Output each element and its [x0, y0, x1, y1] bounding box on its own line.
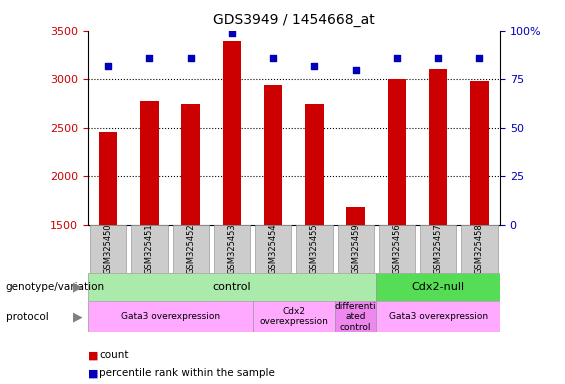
Text: GSM325452: GSM325452 [186, 223, 195, 274]
Text: protocol: protocol [6, 312, 49, 322]
Bar [388, 79, 406, 225]
Bar [379, 225, 415, 273]
Text: GSM325456: GSM325456 [393, 223, 401, 274]
Point [392, 55, 401, 61]
Bar [253, 301, 335, 332]
Bar [376, 273, 500, 301]
Text: GSM325450: GSM325450 [104, 223, 112, 274]
Point [104, 63, 113, 69]
Bar [90, 225, 127, 273]
Title: GDS3949 / 1454668_at: GDS3949 / 1454668_at [213, 13, 375, 27]
Point [269, 55, 278, 61]
Text: GSM325455: GSM325455 [310, 223, 319, 274]
Text: Gata3 overexpression: Gata3 overexpression [389, 312, 488, 321]
Text: count: count [99, 350, 128, 360]
Bar [140, 101, 159, 225]
Point [145, 55, 154, 61]
Bar [88, 301, 253, 332]
Point [310, 63, 319, 69]
Bar [429, 68, 447, 225]
Text: GSM325454: GSM325454 [269, 223, 277, 274]
Bar [296, 225, 333, 273]
Text: GSM325458: GSM325458 [475, 223, 484, 274]
Bar [305, 104, 324, 225]
Bar [335, 301, 376, 332]
Text: ■: ■ [88, 350, 98, 360]
Text: ■: ■ [88, 368, 98, 378]
Point [475, 55, 484, 61]
Bar [181, 104, 200, 225]
Bar [88, 273, 376, 301]
Point [434, 55, 443, 61]
Text: GSM325459: GSM325459 [351, 223, 360, 274]
Bar [223, 41, 241, 225]
Bar [131, 225, 168, 273]
Bar [376, 301, 500, 332]
Text: ▶: ▶ [73, 310, 83, 323]
Bar [461, 225, 498, 273]
Bar [470, 81, 489, 225]
Point [351, 66, 360, 73]
Text: GSM325451: GSM325451 [145, 223, 154, 274]
Bar [172, 225, 209, 273]
Text: Cdx2
overexpression: Cdx2 overexpression [259, 307, 328, 326]
Text: GSM325457: GSM325457 [434, 223, 442, 274]
Bar [420, 225, 457, 273]
Bar [264, 85, 282, 225]
Text: Cdx2-null: Cdx2-null [411, 282, 465, 292]
Bar [214, 225, 250, 273]
Bar [99, 132, 118, 225]
Bar [346, 207, 365, 225]
Text: genotype/variation: genotype/variation [6, 282, 105, 292]
Bar [255, 225, 292, 273]
Point [186, 55, 195, 61]
Text: Gata3 overexpression: Gata3 overexpression [120, 312, 220, 321]
Text: percentile rank within the sample: percentile rank within the sample [99, 368, 275, 378]
Text: control: control [212, 282, 251, 292]
Text: ▶: ▶ [73, 281, 83, 294]
Point [227, 30, 236, 36]
Text: GSM325453: GSM325453 [228, 223, 236, 274]
Bar [337, 225, 374, 273]
Text: differenti
ated
control: differenti ated control [335, 302, 376, 332]
